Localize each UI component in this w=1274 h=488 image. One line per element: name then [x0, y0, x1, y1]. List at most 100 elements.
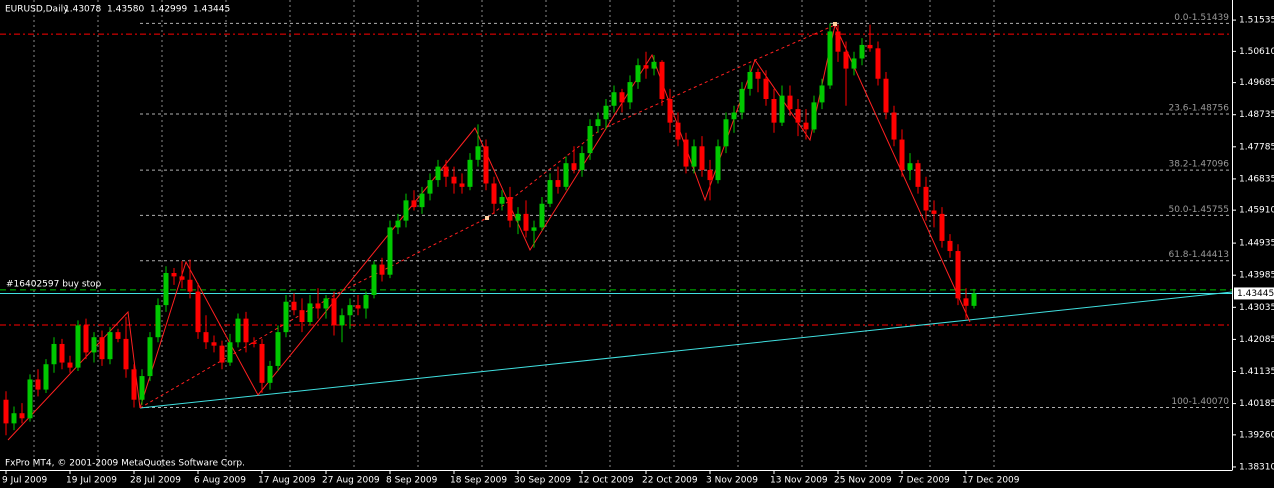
candle-body	[323, 298, 329, 309]
y-tick-label: 1.49685	[1239, 78, 1274, 88]
candle-body	[147, 337, 153, 377]
x-tick-label: 3 Nov 2009	[706, 476, 758, 486]
candle-body	[787, 95, 793, 110]
candle-body	[611, 92, 617, 106]
candle-body	[667, 99, 673, 123]
candle-body	[99, 337, 105, 360]
candle-body	[443, 166, 449, 177]
candle-body	[235, 318, 241, 343]
candle-body	[795, 109, 801, 123]
candle-body	[635, 65, 641, 83]
fib-label: 23.6-1.48756	[1168, 104, 1229, 114]
candle-body	[75, 325, 81, 368]
ohlc-high: 1.43580	[107, 5, 144, 15]
candle-body	[387, 227, 393, 275]
candle-body	[483, 146, 489, 184]
candle-body	[491, 183, 497, 204]
y-tick-label: 1.47785	[1239, 142, 1274, 152]
analysis-objects	[7, 22, 1233, 441]
candle-body	[219, 345, 225, 363]
order-label: #16402597 buy stop	[6, 279, 102, 289]
candle-body	[459, 183, 465, 187]
candle-body	[179, 276, 185, 280]
candle-body	[883, 78, 889, 113]
y-tick-label: 1.43985	[1239, 271, 1274, 281]
candle-body	[627, 82, 633, 103]
candle-body	[11, 413, 17, 424]
candle-body	[35, 379, 41, 390]
y-tick-label: 1.45910	[1239, 206, 1274, 216]
candle-body	[307, 303, 313, 323]
ohlc-low: 1.42999	[150, 5, 187, 15]
x-tick-label: 7 Dec 2009	[898, 476, 950, 486]
candle-body	[395, 220, 401, 228]
candle-body	[923, 186, 929, 211]
candle-body	[275, 332, 281, 366]
candle-body	[59, 343, 65, 363]
candle-body	[939, 213, 945, 241]
candle-body	[907, 163, 913, 170]
candle-body	[675, 122, 681, 140]
candle-body	[843, 51, 849, 69]
candle-body	[523, 213, 529, 231]
y-tick-label: 1.46835	[1239, 174, 1274, 184]
x-tick-label: 30 Sep 2009	[514, 476, 571, 486]
marker	[833, 22, 837, 26]
candle-body	[547, 180, 553, 204]
x-tick-label: 9 Jul 2009	[2, 476, 47, 486]
candle-body	[139, 376, 145, 400]
x-tick-label: 18 Sep 2009	[450, 476, 507, 486]
trend-line	[139, 291, 1233, 409]
candle-body	[875, 48, 881, 79]
y-tick-label: 1.40185	[1239, 399, 1274, 409]
x-tick-label: 6 Aug 2009	[194, 476, 246, 486]
candle-body	[227, 342, 233, 363]
candle-body	[779, 95, 785, 123]
x-tick-label: 8 Sep 2009	[386, 476, 438, 486]
bid-label: 1.43445	[1237, 289, 1274, 299]
candle-body	[747, 71, 753, 89]
candle-body	[203, 332, 209, 343]
candle-body	[755, 71, 761, 79]
candle-body	[67, 362, 73, 368]
candle-body	[435, 166, 441, 181]
candle-body	[43, 364, 49, 390]
candle-body	[827, 31, 833, 86]
candle-body	[379, 264, 385, 275]
candle-body	[331, 298, 337, 326]
candle-body	[187, 279, 193, 292]
fib-label: 100-1.40070	[1171, 397, 1229, 407]
fib-label: 0.0-1.51439	[1174, 13, 1229, 23]
candle-body	[587, 126, 593, 154]
y-tick-label: 1.39260	[1239, 430, 1274, 440]
x-tick-label: 13 Nov 2009	[770, 476, 828, 486]
candle-body	[131, 369, 137, 400]
candle-body	[163, 273, 169, 306]
fib-label: 50.0-1.45755	[1168, 205, 1229, 215]
x-tick-label: 22 Oct 2009	[642, 476, 698, 486]
candle-layer	[3, 23, 977, 436]
x-tick-label: 25 Nov 2009	[834, 476, 892, 486]
candle-body	[595, 119, 601, 127]
candle-body	[451, 176, 457, 184]
x-tick-label: 28 Jul 2009	[130, 476, 181, 486]
fib-label: 38.2-1.47096	[1168, 160, 1229, 170]
candle-body	[123, 338, 129, 370]
symbol-title: EURUSD,Daily	[5, 5, 69, 15]
candle-body	[243, 318, 249, 343]
candle-body	[947, 240, 953, 252]
candle-body	[411, 200, 417, 208]
candle-body	[531, 227, 537, 231]
candle-body	[91, 337, 97, 353]
candle-body	[339, 315, 345, 326]
x-tick-label: 12 Oct 2009	[578, 476, 634, 486]
candle-body	[211, 342, 217, 346]
y-tick-label: 1.43035	[1239, 303, 1274, 313]
candle-body	[283, 301, 289, 333]
candle-body	[803, 122, 809, 130]
candle-body	[515, 213, 521, 221]
candle-body	[171, 273, 177, 277]
candle-body	[963, 298, 969, 306]
